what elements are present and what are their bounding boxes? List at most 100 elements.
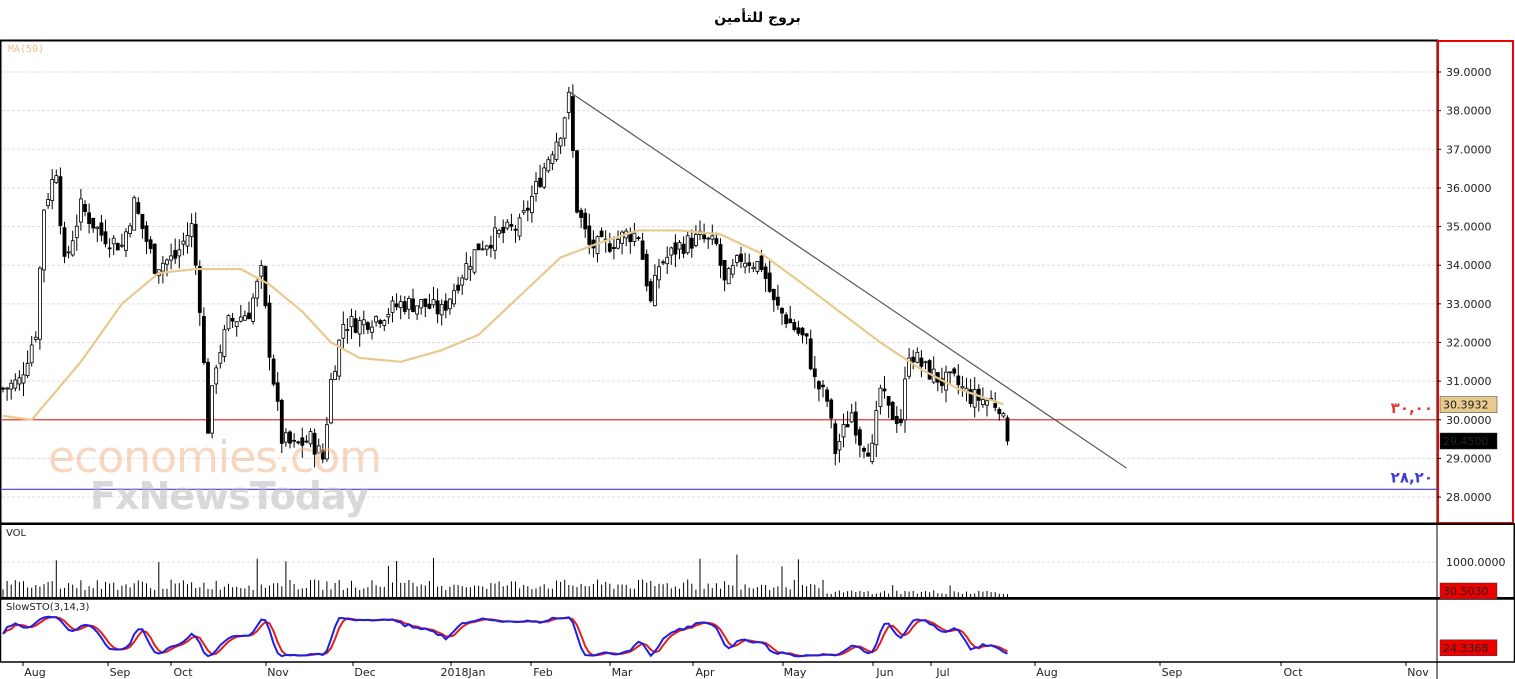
candle-body [829, 399, 834, 419]
watermark-fxnewstoday: FxNewsToday [90, 474, 369, 518]
candle-body [103, 231, 108, 245]
x-tick-label: Apr [695, 666, 715, 679]
candle-body [456, 284, 461, 291]
candle-body [251, 297, 256, 322]
x-tick-label: Nov [1407, 666, 1429, 679]
candle-body [923, 361, 928, 364]
candle-body [382, 320, 387, 326]
candle-body [480, 248, 485, 251]
candle-body [255, 280, 260, 299]
last-price-label-bg [1439, 432, 1498, 450]
candle-body [460, 277, 465, 286]
candle-body [304, 440, 309, 443]
candle-body [952, 368, 957, 374]
x-tick-label: Jul [935, 666, 949, 679]
sto-k-line [2, 615, 1008, 658]
candle-body [193, 223, 198, 266]
candle-body [792, 322, 797, 330]
candle-body [968, 389, 973, 405]
candle-body [95, 226, 100, 230]
candle-body [341, 324, 346, 339]
candle-body [858, 429, 862, 446]
candle-body [398, 301, 403, 309]
candle-body [755, 260, 760, 272]
candle-body [464, 263, 469, 280]
ma-value-label: 30.3932 [1443, 399, 1489, 412]
candle-body [751, 266, 756, 269]
candle-body [862, 447, 866, 452]
candle-body [488, 244, 493, 249]
sto-label: SlowSTO(3,14,3) [6, 602, 90, 613]
candle-body [735, 255, 739, 263]
candle-body [357, 320, 362, 335]
candle-body [1001, 413, 1006, 417]
x-tick-label: Jun [875, 666, 893, 679]
candle-body [956, 375, 961, 386]
candle-body [607, 243, 612, 252]
candle-body [845, 424, 850, 428]
candle-body [267, 302, 272, 358]
candle-body [9, 382, 14, 390]
candle-body [513, 228, 518, 231]
candle-body [197, 266, 202, 313]
candle-body [91, 217, 96, 229]
candle-body [185, 235, 190, 247]
candle-body [706, 237, 711, 240]
candle-body [271, 358, 276, 385]
candle-body [866, 452, 870, 457]
candle-body [960, 385, 965, 389]
candle-body [300, 437, 305, 446]
candle-body [784, 314, 788, 325]
candle-body [661, 261, 665, 264]
candle-body [288, 431, 292, 444]
candle-body [558, 137, 563, 147]
candle-body [718, 244, 723, 266]
candle-body [242, 315, 247, 321]
candle-body [583, 212, 588, 230]
ma-value-label-bg [1439, 396, 1498, 413]
candle-body [226, 315, 231, 330]
candle-body [981, 399, 985, 406]
candle-body [825, 389, 829, 402]
candle-body [148, 239, 153, 250]
price-tick-label: 30.0000 [1446, 414, 1492, 427]
candle-body [70, 240, 75, 256]
candle-body [353, 318, 358, 333]
candle-body [21, 374, 26, 384]
candle-body [87, 212, 91, 224]
price-tick-label: 37.0000 [1446, 143, 1492, 156]
candle-body [99, 222, 104, 236]
candle-body [247, 312, 251, 320]
candle-body [780, 308, 784, 314]
candle-body [800, 327, 805, 336]
candle-body [525, 207, 530, 211]
candle-body [636, 237, 641, 240]
candle-body [136, 202, 141, 214]
candle-body [821, 384, 825, 388]
candle-body [653, 274, 657, 307]
candle-body [152, 243, 157, 274]
candle-body [907, 357, 911, 377]
candle-body [665, 256, 670, 265]
candle-body [640, 240, 645, 260]
candle-body [308, 431, 313, 445]
candle-body [423, 298, 428, 307]
x-tick-label: Oct [173, 666, 193, 679]
price-tick-label: 34.0000 [1446, 259, 1492, 272]
sto-last-label: 24.3368 [1443, 642, 1489, 655]
x-tick-label: Sep [110, 666, 131, 679]
candle-body [927, 360, 932, 380]
candle-body [206, 361, 210, 434]
candle-body [443, 300, 448, 311]
candle-body [882, 388, 887, 392]
candle-body [599, 230, 604, 238]
x-tick-label: Sep [1162, 666, 1183, 679]
candle-body [886, 395, 891, 406]
candle-body [566, 92, 571, 113]
candle-body [238, 316, 243, 322]
candle-body [849, 412, 854, 423]
candle-body [997, 408, 1002, 414]
candle-body [632, 232, 637, 242]
price-tick-label: 36.0000 [1446, 182, 1492, 195]
